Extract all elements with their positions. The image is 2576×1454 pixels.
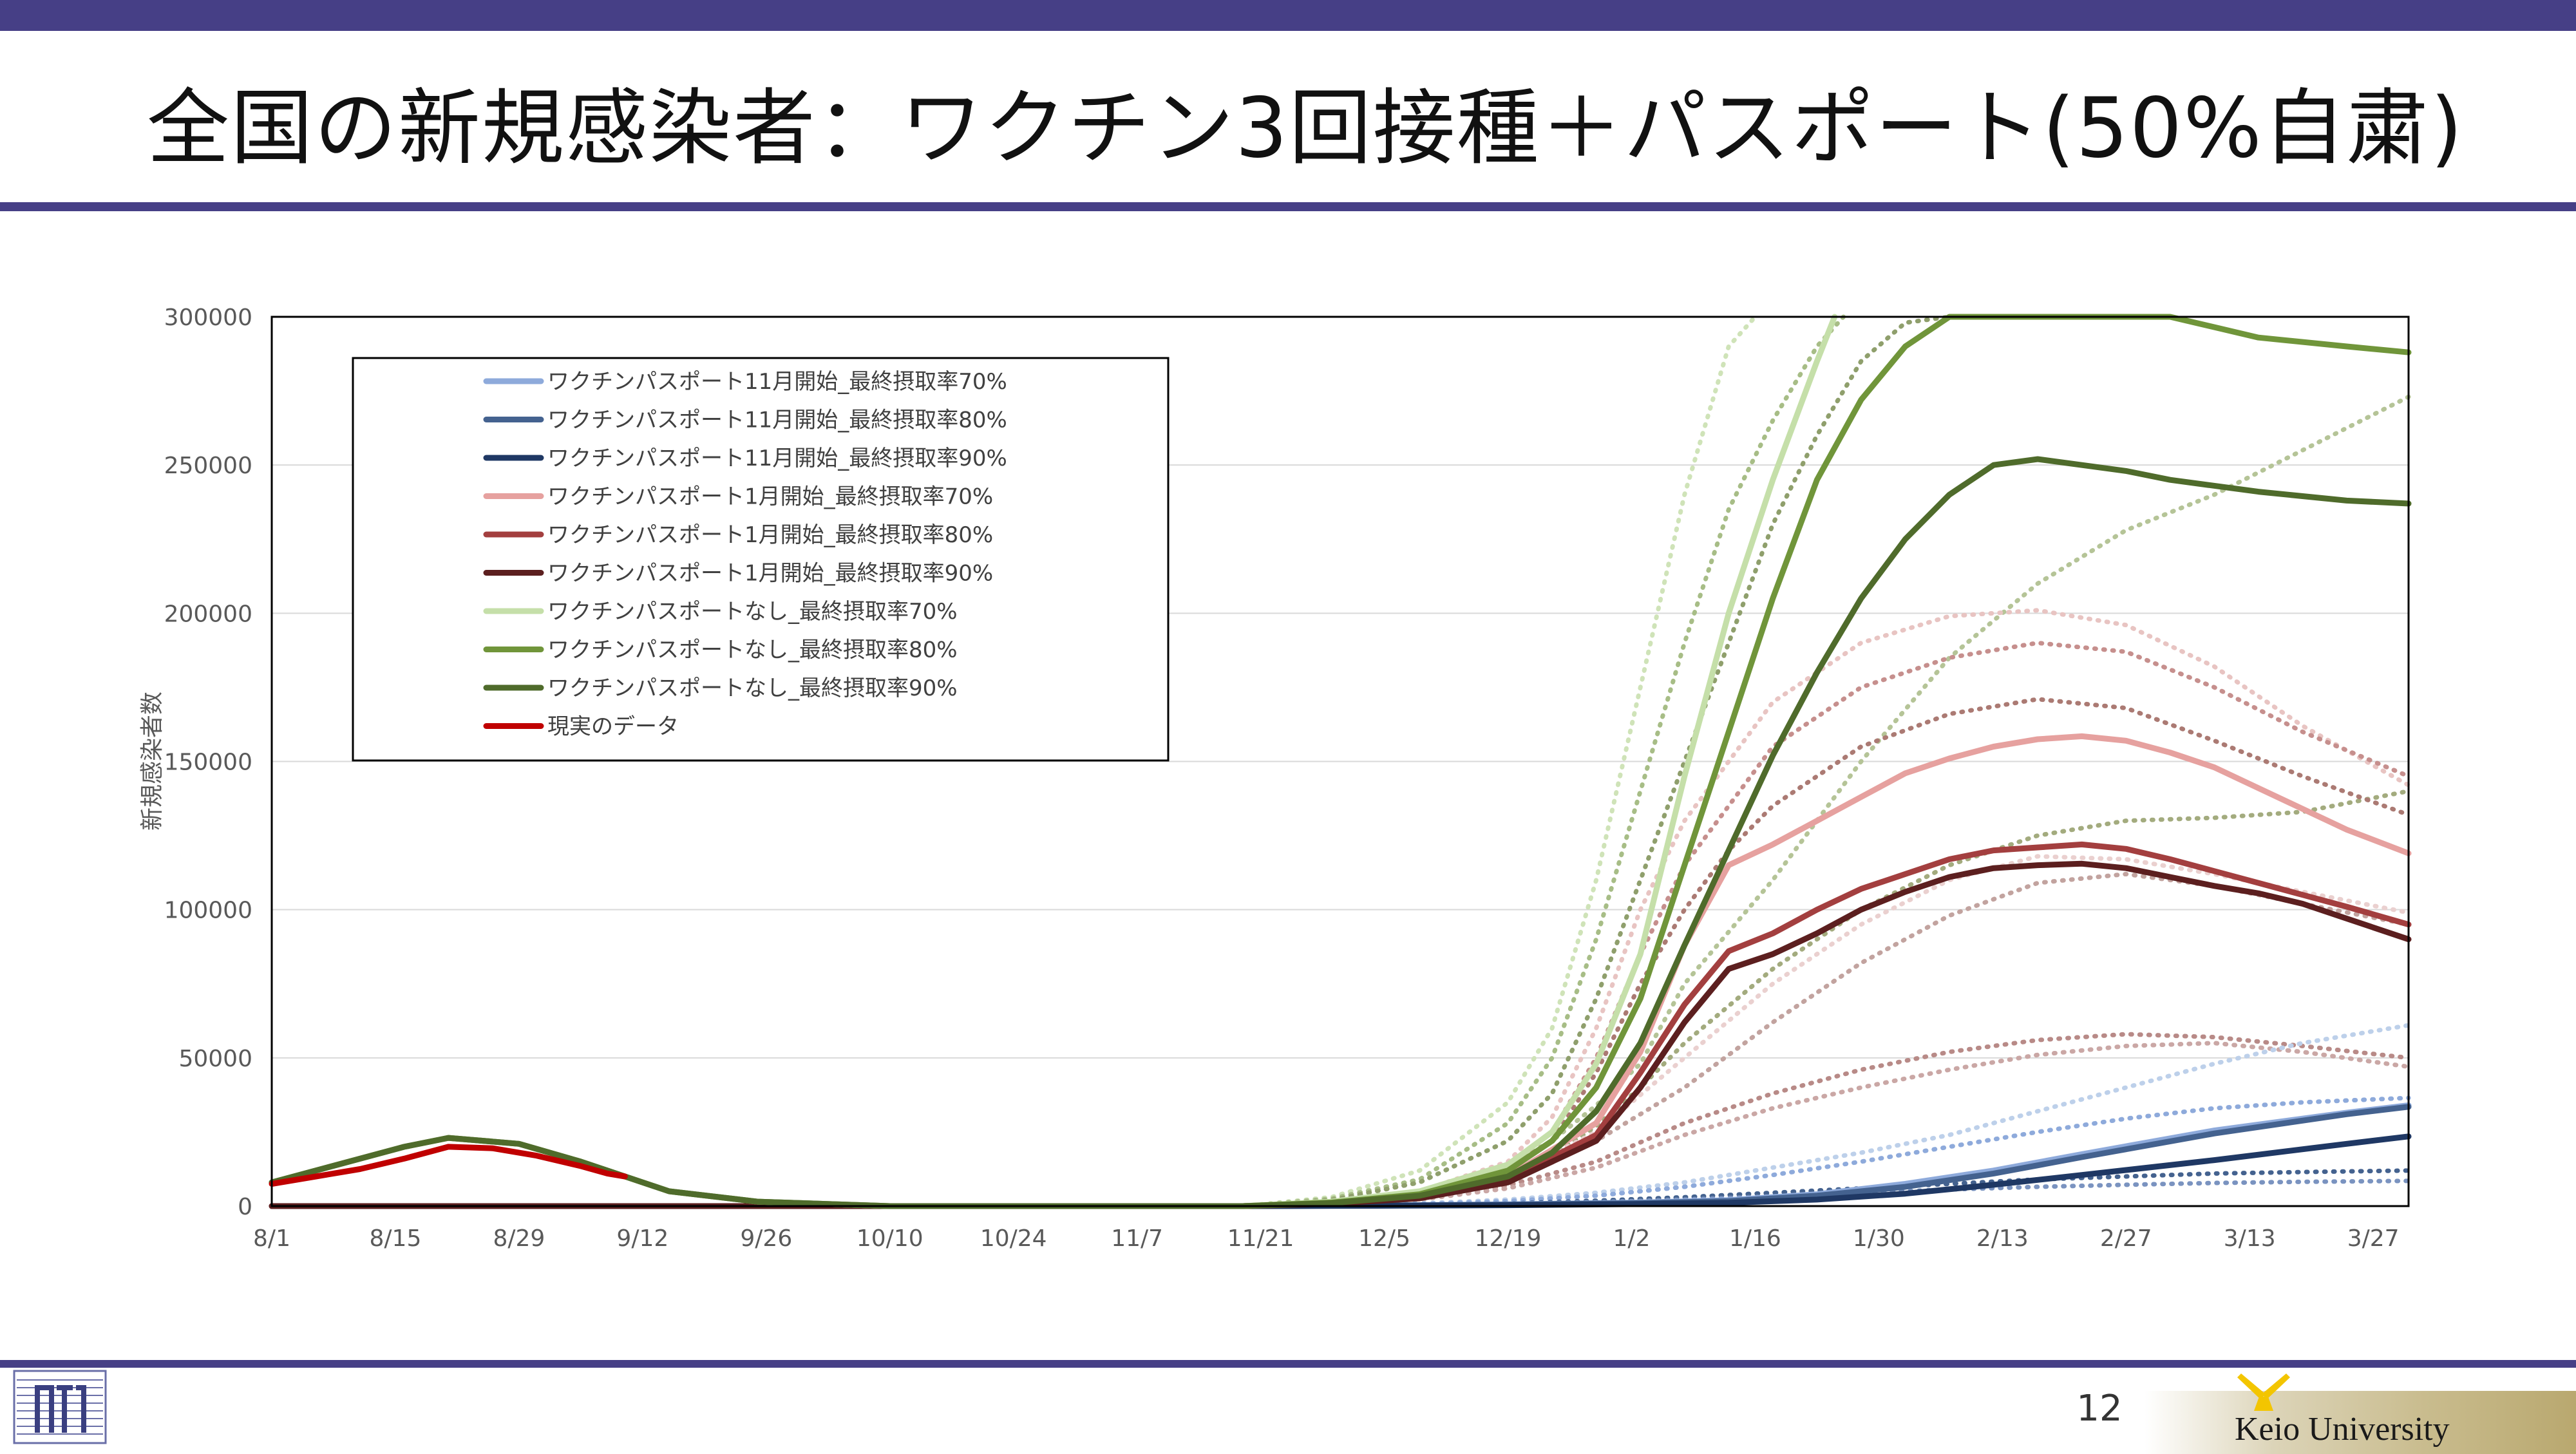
y-axis-label: 新規感染者数 [139, 692, 166, 831]
legend-label: ワクチンパスポート11月開始_最終摂取率80% [547, 408, 1007, 433]
legend-label: 現実のデータ [547, 714, 679, 740]
y-tick-label: 200000 [164, 601, 252, 627]
x-tick-label: 3/27 [2347, 1225, 2400, 1252]
x-tick-label: 1/30 [1853, 1225, 1905, 1252]
x-tick-label: 12/5 [1358, 1225, 1410, 1252]
keio-pen-emblem-icon [2237, 1374, 2290, 1411]
x-tick-label: 8/1 [253, 1225, 290, 1252]
x-tick-label: 1/16 [1729, 1225, 1781, 1252]
scenario-dotted-line [1240, 854, 2411, 1209]
series-line [269, 456, 2412, 1209]
title-rule [0, 202, 2576, 211]
scenario-dotted-line [1240, 789, 2411, 1209]
top-brand-band [0, 0, 2576, 31]
x-tick-label: 1/2 [1613, 1225, 1650, 1252]
y-tick-label: 50000 [178, 1046, 252, 1072]
x-tick-label: 2/27 [2100, 1225, 2152, 1252]
y-tick-label: 300000 [164, 305, 252, 331]
y-tick-label: 0 [238, 1194, 252, 1220]
university-name: Keio University [2235, 1411, 2450, 1448]
lab-logo-icon [13, 1370, 107, 1444]
scenario-dotted-line [1240, 1023, 2411, 1209]
series-line [269, 733, 2412, 1209]
legend-label: ワクチンパスポートなし_最終摂取率80% [547, 637, 958, 663]
x-tick-label: 10/24 [980, 1225, 1047, 1252]
x-tick-label: 12/19 [1475, 1225, 1542, 1252]
scenario-dotted-line [1240, 314, 1846, 1209]
scenario-dotted-line [1240, 608, 2411, 1209]
legend-label: ワクチンパスポートなし_最終摂取率70% [547, 599, 958, 625]
x-tick-label: 11/7 [1111, 1225, 1163, 1252]
x-tick-labels: 8/1 8/15 8/29 9/12 9/26 10/10 10/24 11/7 11/21 12… [253, 1225, 2400, 1252]
scenario-dotted-line [1240, 394, 2411, 1209]
x-tick-label: 2/13 [1976, 1225, 2029, 1252]
y-tick-label: 250000 [164, 453, 252, 479]
keio-logo-plate: Keio University [2145, 1391, 2576, 1454]
series-line [269, 1104, 2412, 1209]
series-line [269, 1144, 628, 1187]
x-tick-label: 10/10 [857, 1225, 923, 1252]
legend-label: ワクチンパスポート1月開始_最終摂取率70% [547, 484, 993, 510]
scenario-dotted-line [1240, 1032, 2411, 1209]
plot-frame [270, 316, 2410, 1207]
legend-label: ワクチンパスポート11月開始_最終摂取率70% [547, 369, 1007, 395]
x-tick-label: 9/26 [740, 1225, 792, 1252]
page-number: 12 [2076, 1388, 2123, 1430]
slide-title: 全国の新規感染者：ワクチン3回接種＋パスポート(50%自粛) [147, 80, 2464, 176]
footer-rule [0, 1360, 2576, 1368]
y-tick-label: 100000 [164, 898, 252, 924]
x-tick-label: 8/15 [370, 1225, 422, 1252]
legend-box [352, 357, 1170, 762]
y-tick-label: 150000 [164, 750, 252, 776]
scenario-dotted-line [1240, 314, 1757, 1209]
y-tick-labels: 0 50000 100000 150000 200000 250000 300000 [164, 305, 252, 1220]
legend-label: ワクチンパスポート1月開始_最終摂取率90% [547, 561, 993, 587]
legend-label: ワクチンパスポートなし_最終摂取率90% [547, 675, 958, 701]
x-tick-label: 3/13 [2224, 1225, 2276, 1252]
scenario-dotted-line [1240, 640, 2411, 1209]
x-tick-label: 11/21 [1227, 1225, 1294, 1252]
x-tick-label: 9/12 [616, 1225, 668, 1252]
legend: ワクチンパスポート11月開始_最終摂取率70% ワクチンパスポート11月開始_最終… [352, 357, 1170, 762]
legend-label: ワクチンパスポート11月開始_最終摂取率90% [547, 446, 1007, 471]
x-tick-label: 8/29 [493, 1225, 545, 1252]
legend-label: ワクチンパスポート1月開始_最終摂取率80% [547, 522, 993, 548]
